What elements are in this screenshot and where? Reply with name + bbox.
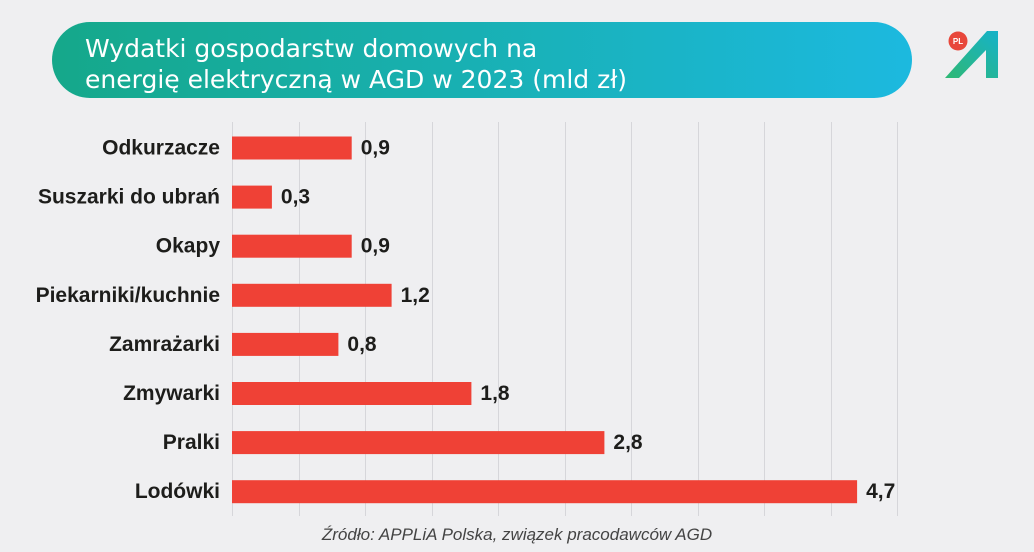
applia-logo-icon: PL: [945, 31, 998, 78]
title-banner: Wydatki gospodarstw domowych na energię …: [52, 22, 912, 98]
category-label-suszarki-do-ubran: Suszarki do ubrań: [38, 186, 220, 209]
chart-title-line-1: Wydatki gospodarstw domowych na: [85, 34, 538, 63]
bar-suszarki-do-ubran: [232, 185, 272, 209]
logo-a-mark-icon: [945, 31, 998, 78]
category-label-lodowki: Lodówki: [135, 480, 220, 503]
bar-okapy: [232, 234, 352, 258]
value-label-zmywarki: 1,8: [480, 382, 510, 405]
category-label-zmywarki: Zmywarki: [123, 382, 220, 405]
chart-title-line-2: energię elektryczną w AGD w 2023 (mld zł…: [85, 65, 628, 94]
category-label-odkurzacze: Odkurzacze: [102, 137, 220, 160]
bar-piekarniki-kuchnie: [232, 283, 392, 307]
gridlines: [232, 122, 898, 516]
source-note: Źródło: APPLiA Polska, związek pracodawc…: [321, 525, 713, 544]
category-label-pralki: Pralki: [163, 431, 220, 454]
bars: [232, 136, 858, 504]
category-label-piekarniki-kuchnie: Piekarniki/kuchnie: [36, 284, 220, 307]
bar-zmywarki: [232, 382, 472, 405]
value-labels: 0,9 0,3 0,9 1,2 0,8 1,8 2,8 4,7: [281, 137, 895, 504]
value-label-piekarniki-kuchnie: 1,2: [401, 284, 430, 307]
category-labels: Odkurzacze Suszarki do ubrań Okapy Piekarni…: [36, 137, 221, 504]
bar-pralki: [232, 431, 605, 455]
value-label-lodowki: 4,7: [866, 480, 895, 503]
bar-lodowki: [232, 480, 858, 504]
value-label-pralki: 2,8: [613, 431, 643, 454]
value-label-okapy: 0,9: [361, 235, 390, 258]
category-label-zamrazarki: Zamrażarki: [109, 333, 220, 356]
bar-zamrazarki: [232, 332, 339, 356]
pl-badge-label: PL: [953, 37, 963, 46]
value-label-zamrazarki: 0,8: [347, 333, 377, 356]
category-label-okapy: Okapy: [156, 235, 221, 258]
pl-badge-icon: [948, 31, 968, 51]
value-label-odkurzacze: 0,9: [361, 137, 390, 160]
bar-odkurzacze: [232, 136, 352, 160]
value-label-suszarki-do-ubran: 0,3: [281, 186, 310, 209]
